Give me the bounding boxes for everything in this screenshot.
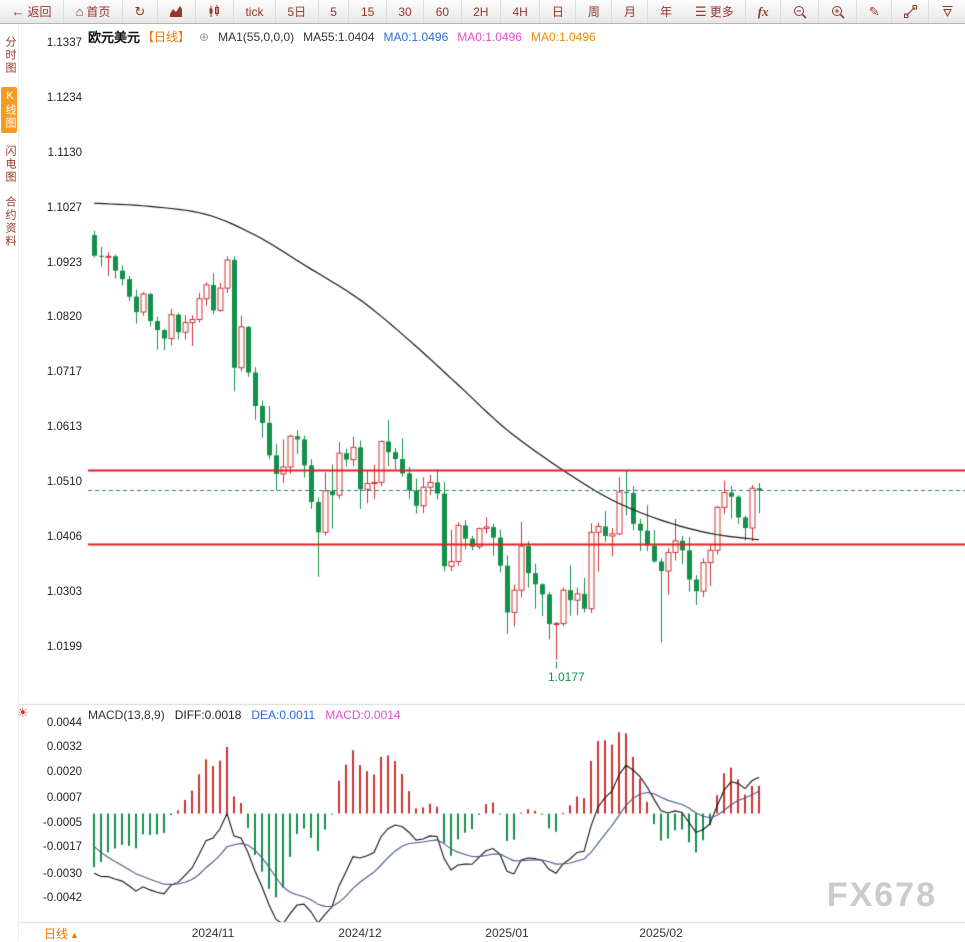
back-button[interactable]: ← 返回 (0, 0, 65, 23)
formula-fx-button[interactable]: fx (746, 0, 782, 23)
timeframe-button-5day[interactable]: 5日 (276, 0, 319, 23)
timeframe-button-tick[interactable]: tick (234, 0, 276, 23)
price-header: 欧元美元 【日线】 ⊕ MA1(55,0,0,0) MA55:1.0404 MA… (88, 27, 596, 46)
ma55-value-label: MA55:1.0404 (303, 29, 375, 44)
timeframe-button-30[interactable]: 30 (387, 0, 425, 23)
price-axis-label: 1.0406 (46, 531, 82, 544)
price-axis-label: 1.1027 (46, 201, 82, 214)
zoom-out-icon (793, 5, 807, 19)
macd-diff-value: DIFF:0.0018 (174, 708, 242, 722)
sidebar-item-K线图[interactable]: K线图 (1, 87, 17, 133)
zoom-in-button[interactable] (819, 0, 858, 23)
timeframe-button-15[interactable]: 15 (349, 0, 387, 23)
area-chart-icon (169, 5, 183, 18)
more-button[interactable]: ☰ 更多 (684, 0, 747, 23)
price-axis-label: 1.1130 (47, 146, 82, 159)
zoom-out-button[interactable] (781, 0, 820, 23)
indicator-settings-icon[interactable]: ☀ (17, 705, 29, 720)
macd-axis-label: -0.0042 (42, 892, 82, 904)
macd-dea-value: DEA:0.0011 (251, 708, 316, 722)
symbol-name: 欧元美元 (88, 30, 141, 45)
back-arrow-icon: ← (11, 4, 25, 19)
candlestick-chart-icon (207, 5, 221, 18)
home-button-label: 首页 (86, 5, 111, 19)
home-icon: ⌂ (75, 4, 84, 19)
ma0-value-label-1: MA0:1.0496 (383, 29, 449, 44)
macd-axis-label: -0.0017 (42, 841, 82, 854)
macd-value: MACD:0.0014 (325, 708, 401, 722)
macd-axis-label: -0.0030 (42, 867, 82, 880)
macd-axis-label: 0.0020 (46, 765, 82, 778)
hamburger-icon: ☰ (695, 4, 707, 19)
timeframe-button-月[interactable]: 月 (612, 0, 649, 23)
macd-axis-label: 0.0007 (46, 792, 82, 805)
home-button[interactable]: ⌂ 首页 (64, 0, 123, 23)
zoom-in-icon (831, 5, 845, 19)
more-button-label: 更多 (709, 5, 734, 19)
shapes-tool-button[interactable] (929, 0, 965, 23)
price-axis-label: 1.0717 (46, 366, 82, 379)
shapes-tool-icon (941, 5, 954, 18)
bottom-period-label: 日线 (44, 927, 69, 941)
up-arrow-icon: ▲ (70, 930, 79, 940)
kline-chart-type-button[interactable] (196, 0, 234, 23)
macd-axis-label: 0.0032 (46, 741, 82, 754)
timeframe-button-年[interactable]: 年 (660, 5, 673, 19)
ma-parameters-label: MA1(55,0,0,0) (218, 29, 295, 44)
x-axis-label: 2024/12 (338, 926, 382, 940)
timeframe-button-日[interactable]: 日 (540, 0, 577, 23)
ma0-value-label-2: MA0:1.0496 (457, 29, 522, 44)
macd-header: MACD(13,8,9) DIFF:0.0018 DEA:0.0011 MACD… (88, 708, 401, 722)
x-axis-label: 2025/02 (639, 926, 683, 940)
pencil-icon: ✎ (868, 4, 880, 19)
timeframe-button-2H[interactable]: 2H (462, 0, 501, 23)
timeframe-button-周[interactable]: 周 (576, 0, 613, 23)
price-axis-label: 1.0303 (46, 585, 82, 598)
macd-axis-label: -0.0005 (42, 816, 82, 829)
tick-label: tick (245, 4, 264, 19)
period-tag: 【日线】 (142, 30, 191, 44)
price-axis-label: 1.0820 (46, 311, 82, 324)
toolbar: ← 返回 ⌂ 首页 ↻ tick 5日 (0, 0, 965, 24)
fx-label: fx (757, 3, 769, 19)
expand-icon[interactable]: ⊕ (199, 29, 210, 44)
back-button-label: 返回 (27, 5, 52, 19)
x-axis-label: 2024/11 (191, 926, 235, 940)
sidebar-item-闪电图[interactable]: 闪电图 (4, 145, 16, 184)
timeframe-button-5[interactable]: 5 (319, 0, 350, 23)
refresh-icon: ↻ (134, 4, 146, 19)
draw-pencil-button[interactable]: ✎ (857, 0, 893, 23)
timeframe-button-4H[interactable]: 4H (501, 0, 541, 23)
sidebar: 分时图 K线图闪电图合约资料 (0, 24, 19, 941)
low-price-label: 1.0177 (548, 669, 585, 684)
chart-canvas[interactable] (18, 24, 965, 941)
5day-label: 5日 (287, 5, 307, 19)
price-axis-label: 1.0510 (46, 475, 82, 488)
price-axis-label: 1.0613 (46, 421, 82, 434)
x-axis-label: 2025/01 (485, 926, 529, 940)
price-axis-label: 1.0923 (46, 256, 82, 269)
macd-axis-label: 0.0044 (46, 717, 82, 729)
bottom-period-selector[interactable]: 日线 ▲ (44, 925, 79, 942)
price-axis-label: 1.1337 (46, 37, 82, 49)
fx678-watermark: FX678 (826, 876, 937, 914)
sidebar-item-合约资料[interactable]: 合约资料 (4, 196, 16, 248)
price-axis-label: 1.1234 (46, 91, 82, 104)
ma0-value-label-3: MA0:1.0496 (530, 29, 596, 44)
price-axis-label: 1.0199 (46, 641, 82, 653)
trendline-tool-button[interactable] (892, 0, 930, 23)
refresh-button[interactable]: ↻ (123, 0, 158, 23)
timeframe-button-60[interactable]: 60 (424, 0, 462, 23)
macd-parameters-label: MACD(13,8,9) (88, 708, 165, 722)
trendline-tool-icon (903, 5, 917, 18)
area-chart-type-button[interactable] (158, 0, 196, 23)
sidebar-item-分时图[interactable]: 分时图 (4, 36, 16, 75)
